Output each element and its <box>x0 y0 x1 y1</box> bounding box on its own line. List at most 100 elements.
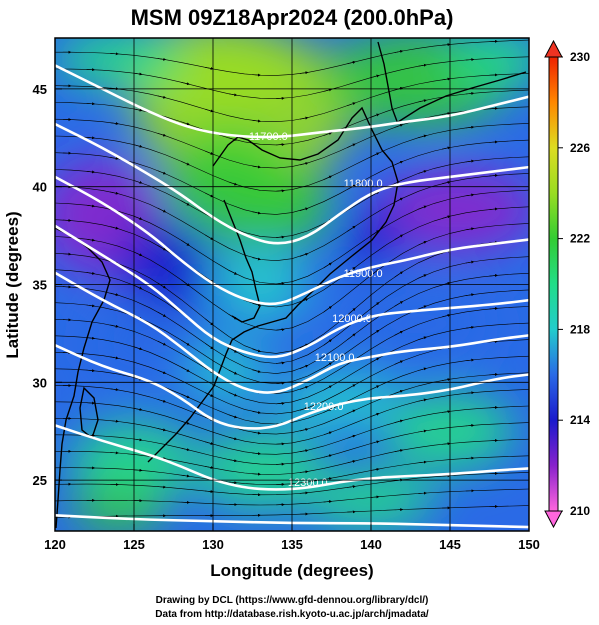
wind-arrow <box>204 150 214 155</box>
wind-arrow <box>370 495 380 499</box>
wind-arrow <box>86 369 96 373</box>
wind-arrow <box>394 197 404 203</box>
wind-arrow <box>442 180 451 185</box>
wind-arrow <box>252 411 261 414</box>
wind-arrow <box>157 132 167 137</box>
ryukyu-coastline <box>147 385 215 463</box>
contour-line <box>55 122 529 245</box>
y-tick-label: 40 <box>33 180 47 195</box>
chart-title: MSM 09Z18Apr2024 (200.0hPa) <box>131 5 454 30</box>
y-tick-label: 30 <box>33 375 47 390</box>
wind-arrow <box>489 372 498 376</box>
wind-arrow <box>394 123 404 128</box>
wind-arrow <box>228 414 238 419</box>
wind-arrow <box>418 429 427 433</box>
wind-arrow <box>133 144 143 148</box>
wind-arrow <box>418 99 427 103</box>
wind-arrow <box>110 388 119 392</box>
wind-arrow <box>489 106 498 110</box>
wind-arrow <box>347 460 356 464</box>
wind-arrow <box>323 408 333 413</box>
wind-arrow <box>276 381 285 385</box>
temperature-patch <box>189 343 269 402</box>
colorbar-tick-label: 218 <box>570 322 590 336</box>
y-axis-label: Latitude (degrees) <box>3 211 22 358</box>
wind-arrow <box>370 302 380 309</box>
credit-data: Data from http://database.rish.kyoto-u.a… <box>155 609 429 620</box>
colorbar-max-triangle <box>544 39 563 58</box>
temperature-patch <box>378 167 529 254</box>
wind-arrow <box>418 274 427 279</box>
wind-arrow <box>323 385 333 391</box>
wind-arrow <box>86 136 96 140</box>
wind-arrow <box>299 449 309 453</box>
wind-arrow <box>228 459 238 463</box>
wind-arrow <box>276 361 285 365</box>
wind-arrow <box>110 226 119 230</box>
wind-arrow <box>181 339 190 346</box>
wind-arrow <box>252 119 261 123</box>
wind-arrow <box>157 245 167 251</box>
contour-label: 11700.0 <box>249 131 288 143</box>
wind-arrow <box>394 271 404 278</box>
wind-arrow <box>110 122 119 125</box>
coastlines <box>55 41 527 529</box>
wind-arrow <box>133 468 143 472</box>
wind-arrow <box>323 454 333 458</box>
wind-arrow <box>489 207 498 211</box>
grid-lines <box>55 38 529 531</box>
wind-arrow <box>205 66 214 70</box>
wind-arrow <box>299 162 309 166</box>
wind-arrow <box>86 238 96 242</box>
y-tick-label: 45 <box>33 82 47 97</box>
wind-arrow <box>181 82 190 86</box>
wind-arrow <box>205 108 214 113</box>
wind-arrow <box>157 485 167 489</box>
contour-label: 12000.0 <box>332 313 372 325</box>
x-axis-label: Longitude (degrees) <box>210 561 373 580</box>
wind-arrow <box>181 200 190 206</box>
contour-line <box>55 224 529 359</box>
temperature-patch <box>197 431 324 510</box>
x-axis-ticks: 120 125 130 135 140 145 150 <box>44 524 540 552</box>
wind-arrow <box>110 451 119 455</box>
wind-arrow <box>299 364 309 370</box>
colorbar-tick-label: 226 <box>570 141 590 155</box>
contour-label: 12100.0 <box>315 352 355 364</box>
wind-arrow <box>489 274 498 277</box>
wind-arrow <box>299 470 309 474</box>
wind-arrow <box>299 428 309 432</box>
temperature-patch <box>55 38 182 89</box>
wind-arrow <box>299 343 309 349</box>
wind-arrow <box>204 392 214 397</box>
wind-arrow <box>157 399 167 403</box>
colorbar-gradient <box>548 56 559 512</box>
wind-arrow <box>465 325 475 329</box>
wind-arrow <box>442 215 451 219</box>
wind-arrow <box>442 410 451 414</box>
wind-arrow <box>86 170 96 174</box>
wind-arrow <box>465 227 475 231</box>
wind-arrow <box>347 102 356 106</box>
x-tick-label: 120 <box>44 537 66 552</box>
wind-arrow <box>181 366 190 372</box>
wind-arrow <box>110 191 119 195</box>
wind-arrow <box>442 474 451 478</box>
wind-arrow <box>370 412 380 417</box>
wind-arrow <box>347 409 356 414</box>
wind-arrow <box>394 301 404 307</box>
contour-label: 11900.0 <box>344 268 383 280</box>
wind-arrow <box>204 192 214 198</box>
wind-arrow <box>489 140 498 144</box>
wind-arrow <box>252 165 261 169</box>
wind-arrow <box>157 311 167 317</box>
wind-arrow <box>62 218 72 222</box>
wind-arrow <box>418 241 427 246</box>
wind-arrow <box>347 308 356 316</box>
wind-arrow <box>323 132 333 136</box>
wind-arrow <box>299 116 309 120</box>
wind-arrow <box>228 181 238 186</box>
wind-arrow <box>370 268 380 276</box>
kuril-coastline <box>397 71 527 123</box>
